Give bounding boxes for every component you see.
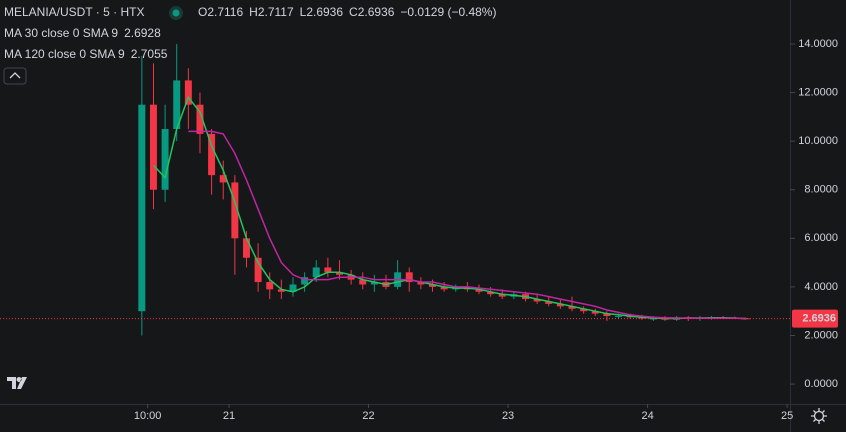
symbol: MELANIA/USDT · 5 · HTX: [4, 5, 144, 19]
candle-body: [277, 289, 285, 292]
candle-body: [254, 257, 262, 283]
candle-body: [603, 313, 611, 317]
status-dot: [172, 9, 180, 17]
candle-body: [580, 308, 588, 312]
legend: MELANIA/USDT · 5 · HTX O 2.7116 H 2.7117 L 2.…: [4, 5, 496, 61]
ohlc-value: 2.7117: [258, 5, 294, 19]
tradingview-logo: [4, 370, 30, 396]
candle-body: [312, 267, 320, 278]
collapse-icon: [9, 72, 21, 79]
y-tick-label: 6.0000: [804, 232, 838, 244]
ohlc-label: L: [300, 5, 307, 19]
last-price-badge: [792, 309, 838, 328]
candle-body: [498, 294, 506, 297]
candle-body: [568, 306, 576, 309]
legend-value: 2.7055: [131, 47, 168, 61]
candle-body: [591, 311, 599, 314]
x-tick-label: 24: [641, 410, 653, 422]
candle-body: [184, 80, 192, 105]
plot-area: [138, 43, 750, 336]
candle-body: [440, 286, 448, 290]
candle-body: [417, 282, 425, 285]
candle-body: [533, 299, 541, 302]
candle-body: [335, 272, 343, 275]
candle-body: [173, 80, 181, 129]
legend-entry: MA 120 close 0 SMA 9: [4, 47, 125, 61]
candle-body: [487, 291, 495, 295]
x-tick-label: 25: [781, 410, 793, 422]
candle-body: [138, 104, 146, 312]
x-tick-label: 23: [502, 410, 514, 422]
candle-body: [359, 279, 367, 285]
settings-icon[interactable]: [811, 408, 827, 424]
ohlc-label: H: [249, 5, 258, 19]
ohlc-label: O: [198, 5, 207, 19]
candle-body: [231, 182, 239, 239]
y-tick-label: 0.0000: [804, 378, 838, 390]
collapse-button[interactable]: [3, 67, 27, 85]
candle-body: [196, 104, 204, 134]
legend-entry: MA 30 close 0 SMA 9: [4, 26, 118, 40]
candle-body: [208, 133, 216, 176]
candle-body: [545, 301, 553, 304]
y-tick-label: 10.0000: [798, 135, 838, 147]
change: −0.0129 (−0.48%): [400, 5, 496, 19]
legend-value: 2.6928: [124, 26, 161, 40]
candle-body: [324, 267, 332, 273]
candle-body: [149, 104, 157, 190]
candle-body: [475, 289, 483, 292]
ohlc-value: 2.7116: [207, 5, 243, 19]
candle-body: [370, 282, 378, 285]
x-tick-label: 22: [362, 410, 374, 422]
candle-body: [289, 284, 297, 292]
candle-body: [161, 128, 169, 190]
last-price-label: 2.6936: [802, 313, 836, 325]
y-tick-label: 8.0000: [804, 184, 838, 196]
x-tick-label: 10:00: [134, 410, 162, 422]
candle-body: [219, 175, 227, 183]
candle-body: [242, 238, 250, 258]
ohlc-value: 2.6936: [306, 5, 343, 19]
y-tick-label: 12.0000: [798, 86, 838, 98]
candle-body: [405, 272, 413, 283]
y-tick-label: 2.0000: [804, 329, 838, 341]
y-tick-label: 14.0000: [798, 38, 838, 50]
y-tick-label: 4.0000: [804, 281, 838, 293]
candle-body: [429, 284, 436, 287]
ma-line: [188, 130, 747, 320]
candle-body: [615, 316, 623, 318]
candle-body: [301, 277, 309, 285]
ma-line: [152, 95, 747, 320]
candle-body: [742, 318, 750, 320]
x-tick-label: 21: [223, 410, 235, 422]
candle-body: [266, 282, 274, 290]
ohlc-label: C: [349, 5, 358, 19]
candle-body: [556, 303, 564, 307]
ohlc-value: 2.6936: [358, 5, 395, 19]
candle-body: [649, 318, 657, 320]
